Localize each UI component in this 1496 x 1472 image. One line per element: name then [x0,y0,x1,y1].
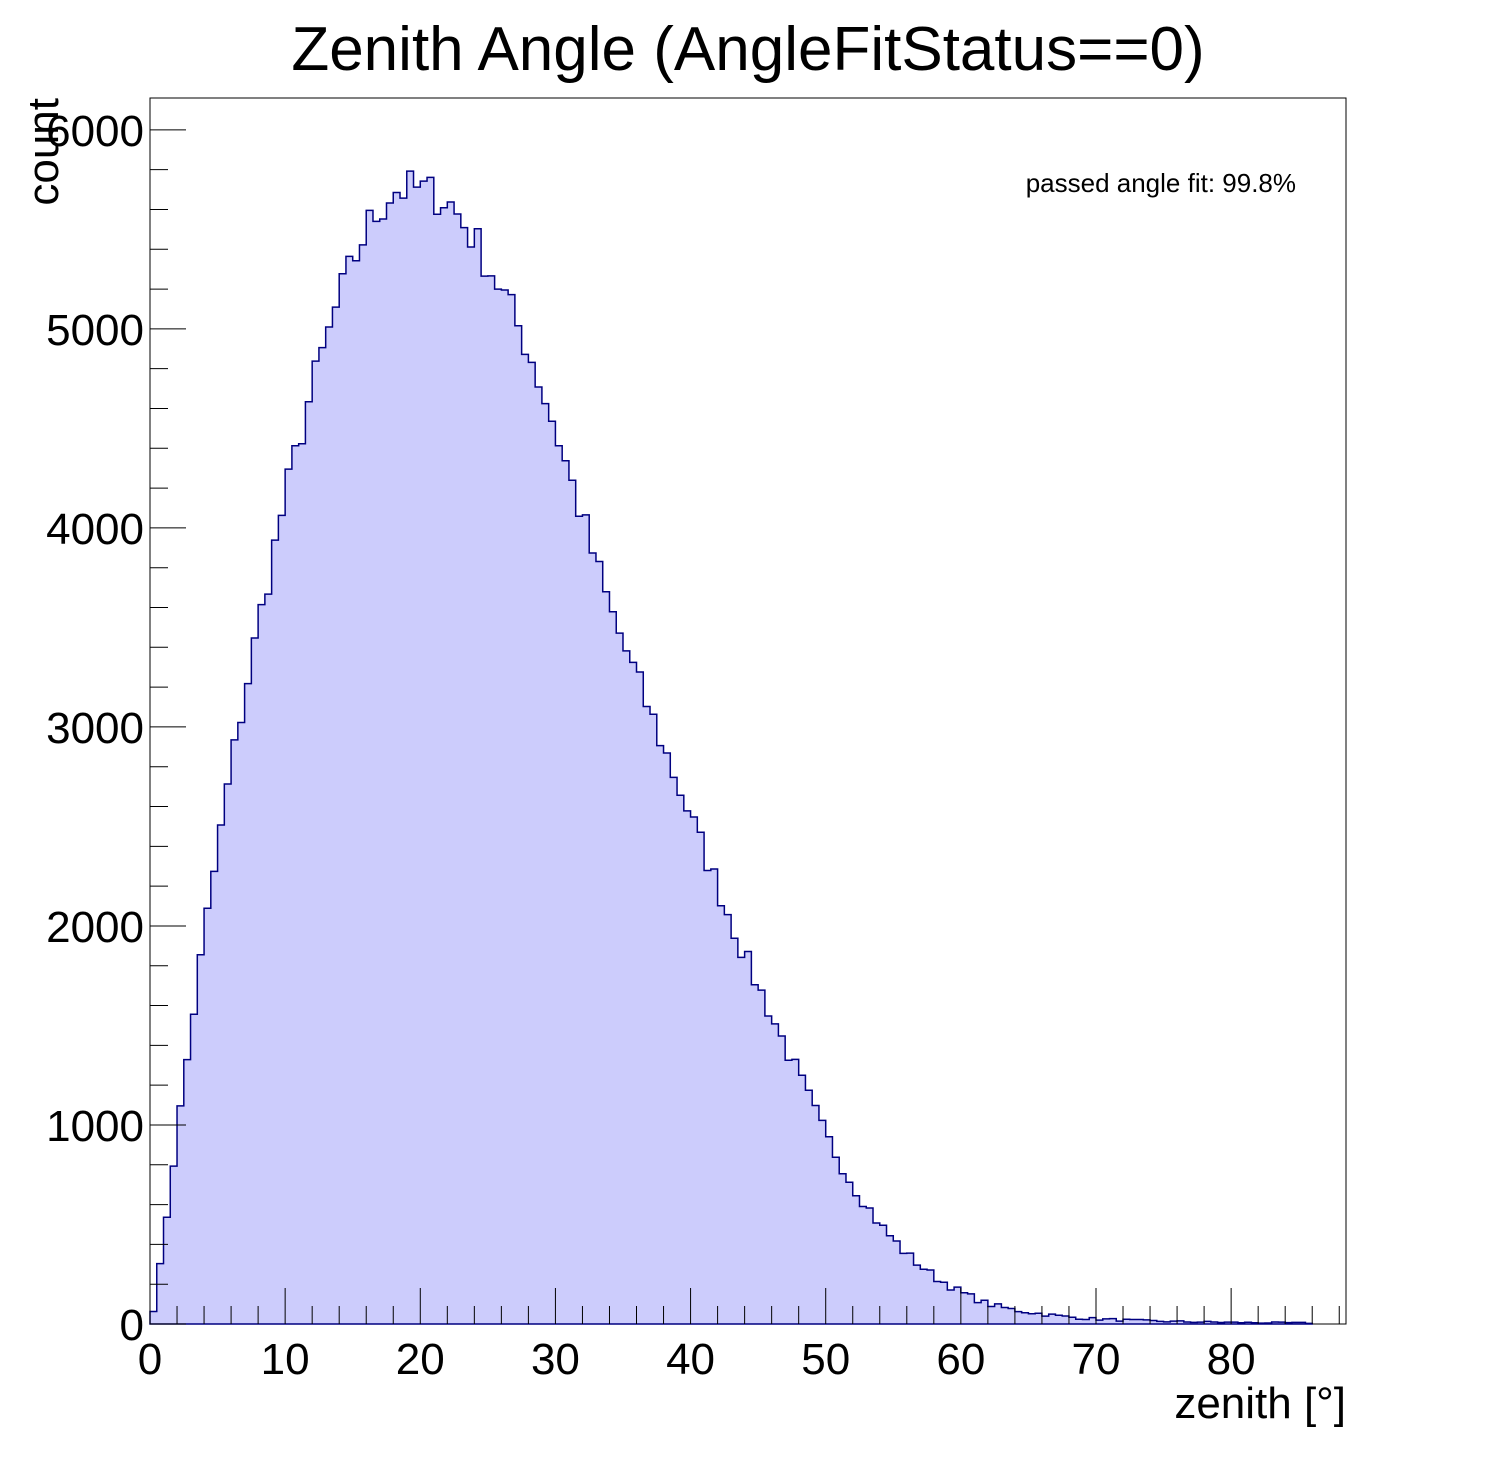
y-tick-label: 4000 [46,505,144,554]
x-tick-label: 60 [936,1335,985,1384]
y-axis-ticks: 0 1000 2000 3000 4000 5000 6000 [46,107,186,1350]
y-axis-title: count [19,98,68,206]
y-tick-label: 3000 [46,704,144,753]
x-tick-label: 30 [531,1335,580,1384]
y-tick-label: 6000 [46,107,144,156]
y-tick-label: 5000 [46,306,144,355]
x-tick-label: 80 [1207,1335,1256,1384]
y-tick-label: 0 [120,1301,144,1350]
x-tick-label: 10 [261,1335,310,1384]
y-tick-label: 1000 [46,1102,144,1151]
x-axis-title: zenith [°] [1174,1379,1346,1428]
histogram-bars [149,170,1313,1325]
chart-title: Zenith Angle (AngleFitStatus==0) [291,15,1204,84]
x-axis-ticks: 0 10 20 30 40 50 60 70 80 [138,1288,1340,1384]
histogram-series [149,170,1313,1325]
x-tick-label: 20 [396,1335,445,1384]
x-tick-label: 50 [801,1335,850,1384]
x-tick-label: 40 [666,1335,715,1384]
passed-fit-annotation: passed angle fit: 99.8% [1026,168,1296,198]
y-tick-label: 2000 [46,903,144,952]
x-tick-label: 0 [138,1335,162,1384]
x-tick-label: 70 [1072,1335,1121,1384]
